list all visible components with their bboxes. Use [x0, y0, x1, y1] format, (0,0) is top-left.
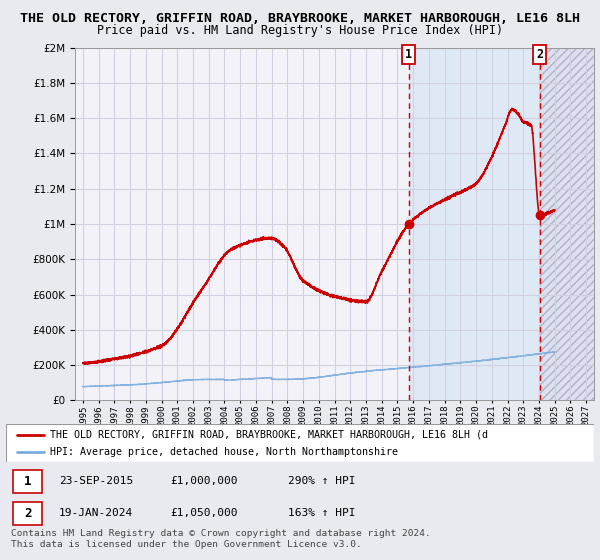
Text: 1: 1	[24, 474, 32, 488]
Bar	[409, 48, 540, 400]
Text: THE OLD RECTORY, GRIFFIN ROAD, BRAYBROOKE, MARKET HARBOROUGH, LE16 8LH (d: THE OLD RECTORY, GRIFFIN ROAD, BRAYBROOK…	[50, 430, 488, 440]
Text: 19-JAN-2024: 19-JAN-2024	[59, 508, 133, 518]
Bar	[540, 48, 594, 400]
Text: £1,000,000: £1,000,000	[170, 476, 238, 486]
Text: Contains HM Land Registry data © Crown copyright and database right 2024.
This d: Contains HM Land Registry data © Crown c…	[11, 529, 431, 549]
Text: £1,050,000: £1,050,000	[170, 508, 238, 518]
Text: THE OLD RECTORY, GRIFFIN ROAD, BRAYBROOKE, MARKET HARBOROUGH, LE16 8LH: THE OLD RECTORY, GRIFFIN ROAD, BRAYBROOK…	[20, 12, 580, 25]
Text: 2: 2	[24, 507, 32, 520]
Text: 290% ↑ HPI: 290% ↑ HPI	[288, 476, 356, 486]
Text: HPI: Average price, detached house, North Northamptonshire: HPI: Average price, detached house, Nort…	[50, 447, 398, 458]
Text: Price paid vs. HM Land Registry's House Price Index (HPI): Price paid vs. HM Land Registry's House …	[97, 24, 503, 37]
FancyBboxPatch shape	[13, 469, 43, 493]
FancyBboxPatch shape	[13, 502, 43, 525]
Text: 23-SEP-2015: 23-SEP-2015	[59, 476, 133, 486]
Text: 1: 1	[406, 48, 412, 60]
Text: 163% ↑ HPI: 163% ↑ HPI	[288, 508, 356, 518]
Text: 2: 2	[536, 48, 544, 60]
